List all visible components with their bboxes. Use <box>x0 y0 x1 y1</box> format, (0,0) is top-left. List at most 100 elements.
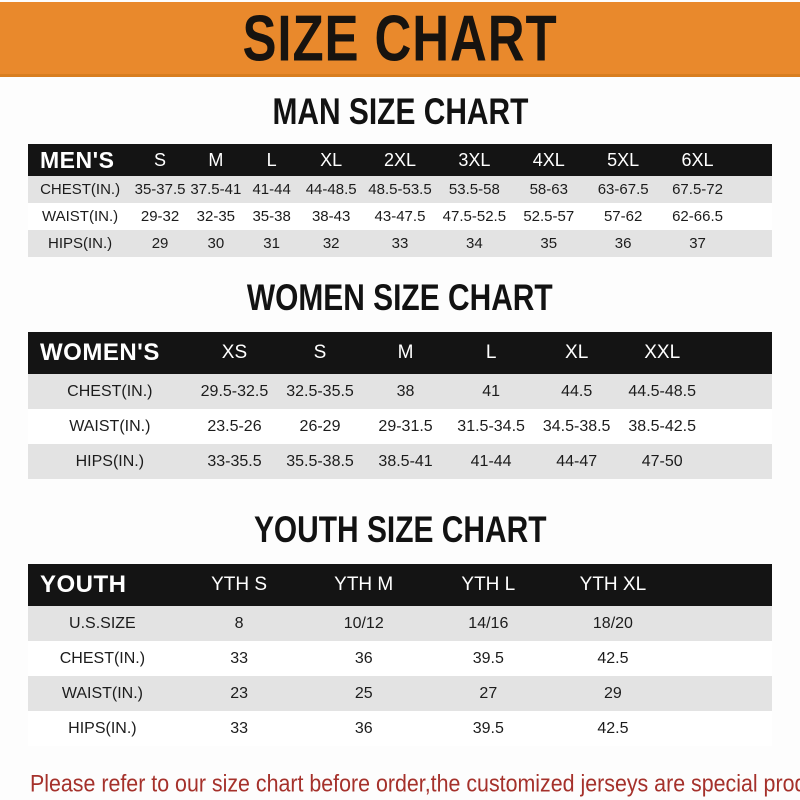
women-header-row: WOMEN'S XS S M L XL XXL <box>28 332 772 374</box>
cell: 39.5 <box>426 711 551 746</box>
cell: 30 <box>187 230 244 257</box>
cell: 37.5-41 <box>187 176 244 203</box>
table-row: U.S.SIZE 8 10/12 14/16 18/20 <box>28 606 772 641</box>
men-column-header: 4XL <box>511 144 586 176</box>
cell: 44-48.5 <box>299 176 363 203</box>
cell: 41-44 <box>448 444 534 479</box>
row-label: WAIST(IN.) <box>28 409 192 444</box>
row-label: WAIST(IN.) <box>28 676 177 711</box>
cell: 44-47 <box>533 444 620 479</box>
cell: 31 <box>243 230 300 257</box>
cell: 43-47.5 <box>362 203 438 230</box>
cell: 63-67.5 <box>585 176 661 203</box>
row-label: CHEST(IN.) <box>28 641 177 676</box>
men-table-corner-label: MEN'S <box>28 144 133 176</box>
cell: 29 <box>132 230 188 257</box>
banner-title: SIZE CHART <box>242 1 558 75</box>
cell: 44.5 <box>533 374 620 409</box>
cell: 36 <box>585 230 661 257</box>
cell: 35-38 <box>243 203 300 230</box>
cell: 34.5-38.5 <box>533 409 620 444</box>
disclaimer-note: Please refer to our size chart before or… <box>0 768 800 800</box>
cell: 23 <box>176 676 302 711</box>
cell: 35 <box>511 230 586 257</box>
cell: 29-31.5 <box>362 409 449 444</box>
table-row: WAIST(IN.) 29-32 32-35 35-38 38-43 43-47… <box>28 203 772 230</box>
youth-column-header: YTH M <box>301 564 427 606</box>
women-column-header: S <box>277 332 363 374</box>
cell-filler <box>675 606 772 641</box>
youth-column-header: YTH L <box>426 564 551 606</box>
cell: 14/16 <box>426 606 551 641</box>
table-row: CHEST(IN.) 29.5-32.5 32.5-35.5 38 41 44.… <box>28 374 772 409</box>
table-row: HIPS(IN.) 33-35.5 35.5-38.5 38.5-41 41-4… <box>28 444 772 479</box>
men-column-header: L <box>243 144 300 176</box>
cell-filler <box>704 409 772 444</box>
cell-filler <box>704 374 772 409</box>
cell: 33-35.5 <box>191 444 278 479</box>
cell: 29.5-32.5 <box>191 374 278 409</box>
women-column-header: M <box>362 332 449 374</box>
women-column-header: XL <box>533 332 620 374</box>
table-row: CHEST(IN.) 35-37.5 37.5-41 41-44 44-48.5… <box>28 176 772 203</box>
table-row: CHEST(IN.) 33 36 39.5 42.5 <box>28 641 772 676</box>
cell-filler <box>734 230 772 257</box>
cell: 57-62 <box>585 203 661 230</box>
cell: 10/12 <box>301 606 427 641</box>
cell: 23.5-26 <box>191 409 278 444</box>
cell: 39.5 <box>426 641 551 676</box>
row-label: U.S.SIZE <box>28 606 177 641</box>
cell: 62-66.5 <box>660 203 735 230</box>
youth-column-header: YTH XL <box>550 564 676 606</box>
cell: 26-29 <box>277 409 363 444</box>
men-section-title: MAN SIZE CHART <box>272 91 528 133</box>
men-column-header: S <box>132 144 188 176</box>
cell: 41-44 <box>243 176 300 203</box>
women-size-table: WOMEN'S XS S M L XL XXL CHEST(IN.) 29.5-… <box>28 332 772 479</box>
cell: 42.5 <box>550 711 676 746</box>
cell-filler <box>734 203 772 230</box>
men-header-row: MEN'S S M L XL 2XL 3XL 4XL 5XL 6XL <box>28 144 772 176</box>
cell: 35.5-38.5 <box>277 444 363 479</box>
women-column-header: XS <box>191 332 278 374</box>
youth-section-title: YOUTH SIZE CHART <box>253 509 547 551</box>
men-column-header: XL <box>299 144 363 176</box>
cell: 37 <box>660 230 735 257</box>
men-column-header: 3XL <box>437 144 512 176</box>
cell: 48.5-53.5 <box>362 176 438 203</box>
table-row: WAIST(IN.) 23 25 27 29 <box>28 676 772 711</box>
row-label: HIPS(IN.) <box>28 711 177 746</box>
cell: 44.5-48.5 <box>619 374 705 409</box>
women-table-corner-label: WOMEN'S <box>28 332 192 374</box>
cell: 35-37.5 <box>132 176 188 203</box>
cell: 41 <box>448 374 534 409</box>
men-column-header: 5XL <box>585 144 661 176</box>
women-column-header: L <box>448 332 534 374</box>
cell: 18/20 <box>550 606 676 641</box>
cell: 36 <box>301 711 427 746</box>
cell: 53.5-58 <box>437 176 512 203</box>
cell: 32.5-35.5 <box>277 374 363 409</box>
cell: 29 <box>550 676 676 711</box>
youth-table-corner-label: YOUTH <box>28 564 177 606</box>
table-row: WAIST(IN.) 23.5-26 26-29 29-31.5 31.5-34… <box>28 409 772 444</box>
cell: 27 <box>426 676 551 711</box>
row-label: HIPS(IN.) <box>28 444 192 479</box>
youth-size-table: YOUTH YTH S YTH M YTH L YTH XL U.S.SIZE … <box>28 564 772 746</box>
cell: 38.5-42.5 <box>619 409 705 444</box>
header-filler <box>734 144 772 176</box>
row-label: HIPS(IN.) <box>28 230 133 257</box>
men-size-table: MEN'S S M L XL 2XL 3XL 4XL 5XL 6XL CHEST… <box>28 144 772 257</box>
cell: 47.5-52.5 <box>437 203 512 230</box>
cell: 33 <box>362 230 438 257</box>
cell: 32 <box>299 230 363 257</box>
table-row: HIPS(IN.) 29 30 31 32 33 34 35 36 37 <box>28 230 772 257</box>
cell-filler <box>675 711 772 746</box>
men-column-header: 2XL <box>362 144 438 176</box>
cell: 34 <box>437 230 512 257</box>
cell: 32-35 <box>187 203 244 230</box>
header-filler <box>704 332 772 374</box>
women-column-header: XXL <box>619 332 705 374</box>
youth-column-header: YTH S <box>176 564 302 606</box>
